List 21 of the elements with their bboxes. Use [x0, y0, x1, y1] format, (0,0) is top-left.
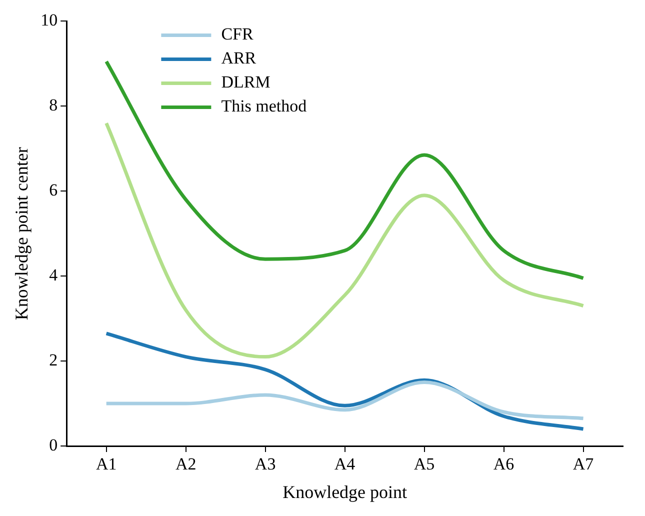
y-tick-label: 8 [49, 96, 58, 115]
legend-label: DLRM [221, 72, 270, 92]
x-tick-label: A1 [96, 454, 117, 474]
y-axis-title: Knowledge point center [12, 147, 32, 320]
y-tick-label: 0 [49, 435, 58, 454]
legend-label: CFR [221, 24, 254, 44]
line-series [104, 380, 586, 420]
line-series [104, 121, 586, 359]
y-tick-label: 4 [49, 266, 58, 285]
legend-label: This method [221, 96, 308, 116]
x-tick-label: A6 [493, 454, 514, 474]
x-axis-title: Knowledge point [282, 482, 408, 502]
x-tick-label: A7 [572, 454, 594, 474]
x-tick-label: A4 [334, 454, 356, 474]
x-tick-label: A5 [414, 454, 435, 474]
y-tick-label: 10 [40, 10, 58, 30]
x-tick-label: A2 [175, 454, 196, 474]
y-tick-label: 6 [49, 180, 58, 200]
legend-label: ARR [221, 48, 257, 68]
y-tick-label: 2 [49, 350, 58, 370]
x-tick-label: A3 [254, 454, 276, 474]
